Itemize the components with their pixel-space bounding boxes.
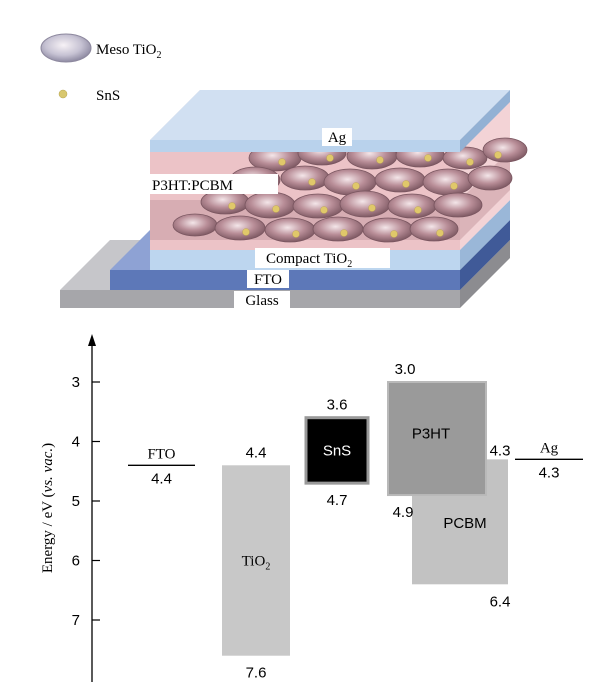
- fto-label-box: [247, 270, 289, 288]
- y-tick-label: 3: [72, 374, 80, 391]
- tio-bottom-level-label: 7.6: [246, 665, 267, 682]
- p3ht-bottom-level-label: 4.9: [393, 504, 414, 521]
- y-tick-label: 6: [72, 553, 80, 570]
- sns-top-level-label: 3.6: [327, 397, 348, 414]
- energy-diagram: Energy / eV (vs. vac.) 3 4 5 6 7 FTO 4.4 Ag 4.3…: [40, 334, 583, 682]
- tio-top-level-label: 4.4: [246, 444, 267, 461]
- ag-layer: [150, 90, 510, 152]
- compact-tio2-layer-label: Compact TiO2: [266, 251, 352, 270]
- ag-layer-label: Ag: [328, 130, 347, 146]
- y-tick-label: 7: [72, 612, 80, 629]
- contact-levels: FTO 4.4 Ag 4.3: [128, 440, 583, 487]
- sns-dots: [228, 151, 502, 238]
- legend-meso-tio2-label: Meso TiO2: [96, 42, 161, 61]
- compact-tio2-label-box: [255, 248, 390, 268]
- p3ht-top-level-label: 3.0: [395, 361, 416, 378]
- sns-bottom-level-label: 4.7: [327, 492, 348, 509]
- pcbm-bottom-level-label: 6.4: [490, 593, 511, 610]
- tio-band: [222, 465, 290, 656]
- sns-legend-symbol: [58, 89, 68, 99]
- pcbm-top-level-label: 4.3: [490, 442, 511, 459]
- glass-layer-label: Glass: [245, 293, 278, 309]
- y-axis-label: Energy / eV (vs. vac.): [40, 443, 56, 573]
- legend: Meso TiO2 SnS: [40, 33, 161, 104]
- ag-contact-label: Ag: [540, 440, 559, 456]
- y-tick-label: 4: [72, 434, 80, 451]
- y-axis: [88, 334, 96, 682]
- sns-band: [304, 416, 370, 485]
- p3ht-pcbm-layer-label: P3HT:PCBM: [152, 178, 233, 194]
- y-tick-label: 5: [72, 493, 80, 510]
- legend-sns-label: SnS: [96, 88, 120, 104]
- ag-label-box: [322, 128, 352, 146]
- sns-band-label: SnS: [323, 442, 351, 459]
- fto-contact-label: FTO: [147, 446, 175, 462]
- device-stack: Ag P3HT:PCBM Compact TiO2 FTO Glass: [60, 90, 528, 309]
- y-ticks: 3 4 5 6 7: [72, 374, 100, 629]
- glass-label-box: [234, 291, 290, 309]
- meso-tio2-particles: [172, 137, 528, 243]
- meso-tio2-legend-symbol: [40, 33, 92, 63]
- tio-band-label: TiO2: [242, 554, 271, 573]
- pcbm-band-label: PCBM: [443, 515, 486, 532]
- material-bands: TiO2 4.4 7.6 SnS 3.6 4.7 PCBM 4.3 6.4 P3HT 3.0 4.9: [222, 361, 510, 682]
- fto-level-value: 4.4: [151, 470, 172, 487]
- ag-level-value: 4.3: [539, 464, 560, 481]
- y-axis-arrow-icon: [88, 334, 96, 346]
- p3ht-band: [387, 381, 487, 497]
- fto-layer-label: FTO: [254, 272, 282, 288]
- p3ht-band-label: P3HT: [412, 426, 450, 443]
- p3ht-pcbm-label-box: [148, 174, 278, 194]
